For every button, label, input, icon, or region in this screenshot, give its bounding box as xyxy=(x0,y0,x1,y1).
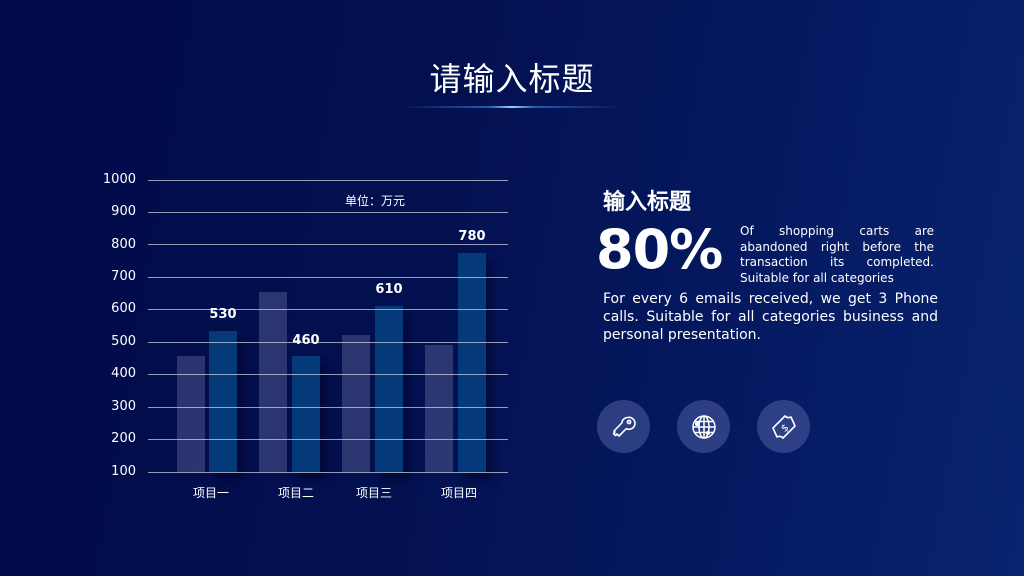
stat-description: Of shopping carts are abandoned right be… xyxy=(740,224,934,285)
gridline xyxy=(148,342,508,343)
y-tick: 200 xyxy=(111,431,136,446)
x-tick: 项目四 xyxy=(440,486,477,500)
gridline xyxy=(148,407,508,408)
gridline xyxy=(148,180,508,181)
y-tick: 1000 xyxy=(102,172,136,187)
key-icon-button xyxy=(597,400,650,453)
y-tick: 300 xyxy=(111,399,136,414)
y-tick: 100 xyxy=(111,464,136,479)
gridline xyxy=(148,309,508,310)
y-tick: 600 xyxy=(111,301,136,316)
data-label: 460 xyxy=(292,333,320,348)
bar-series2-item1 xyxy=(209,331,237,472)
y-tick: 700 xyxy=(111,269,136,284)
y-tick: 500 xyxy=(111,334,136,349)
bar-series1-item2 xyxy=(259,292,287,472)
money-icon-button: $ xyxy=(757,400,810,453)
title-underline xyxy=(400,106,624,108)
y-tick: 400 xyxy=(111,366,136,381)
panel-body-text: For every 6 emails received, we get 3 Ph… xyxy=(603,291,938,343)
big-stat: 80% xyxy=(596,218,723,281)
x-tick: 项目三 xyxy=(355,486,392,500)
globe-icon xyxy=(691,414,716,439)
gridline xyxy=(148,212,508,213)
bar-series1-item1 xyxy=(177,356,205,472)
panel-heading: 输入标题 xyxy=(603,190,692,215)
data-label: 530 xyxy=(209,307,237,322)
unit-label: 单位：万元 xyxy=(344,194,405,208)
svg-text:$: $ xyxy=(779,422,791,435)
money-icon: $ xyxy=(771,414,796,439)
bar-chart: 1000 900 800 700 600 500 400 300 200 100… xyxy=(102,172,508,500)
y-tick: 900 xyxy=(111,204,136,219)
bar-series1-item4 xyxy=(425,345,453,472)
globe-icon-button xyxy=(677,400,730,453)
data-label: 610 xyxy=(375,282,403,297)
x-tick: 项目二 xyxy=(277,486,314,500)
gridline xyxy=(148,277,508,278)
bar-series1-item3 xyxy=(342,335,370,472)
data-label: 780 xyxy=(458,229,486,244)
bar-series2-item3 xyxy=(375,306,403,472)
slide-title: 请输入标题 xyxy=(429,60,595,98)
bar-series2-item2 xyxy=(292,356,320,472)
bar-series2-item4 xyxy=(458,253,486,472)
gridline xyxy=(148,374,508,375)
gridline xyxy=(148,472,508,473)
key-icon xyxy=(612,416,636,437)
y-tick: 800 xyxy=(111,237,136,252)
x-tick: 项目一 xyxy=(192,486,229,500)
gridline xyxy=(148,244,508,245)
gridline xyxy=(148,439,508,440)
